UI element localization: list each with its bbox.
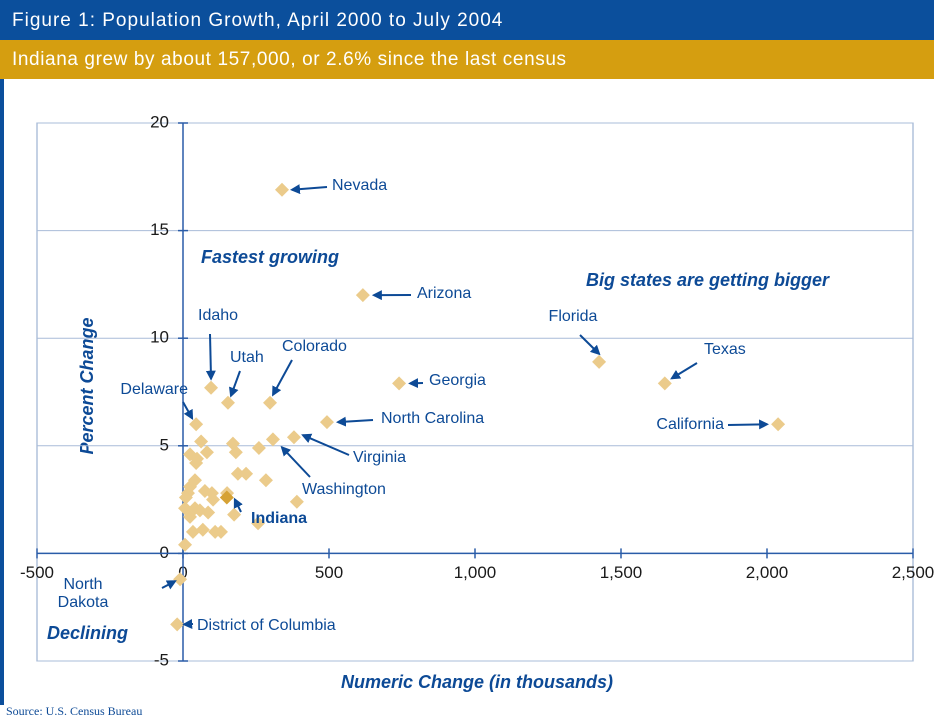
- point: [228, 445, 243, 460]
- x-tick-label: 2,500: [892, 563, 934, 582]
- point: [206, 492, 221, 507]
- point: [289, 494, 304, 509]
- point-label: Utah: [230, 349, 264, 366]
- point-label: Virginia: [353, 449, 406, 466]
- chart-title: Figure 1: Population Growth, April 2000 …: [12, 10, 503, 31]
- point-label: Nevada: [332, 177, 387, 194]
- point: [201, 505, 216, 520]
- y-tick-label: 5: [160, 435, 169, 454]
- y-axis-label: Percent Change: [77, 317, 97, 454]
- point: [239, 466, 254, 481]
- point: [319, 415, 334, 430]
- point-label: Indiana: [251, 510, 307, 527]
- label-arrow: [727, 419, 770, 430]
- point: [194, 434, 209, 449]
- point-label: Arizona: [417, 285, 471, 302]
- point: [265, 432, 280, 447]
- point-label: Washington: [302, 481, 386, 498]
- point: [220, 395, 235, 410]
- point: [185, 524, 200, 539]
- point: [286, 430, 301, 445]
- label-arrow: [289, 184, 328, 195]
- label-line: Dakota: [58, 594, 109, 611]
- point-label: Georgia: [429, 372, 486, 389]
- y-tick-label: 20: [150, 112, 169, 131]
- point-label: Delaware: [120, 381, 188, 398]
- point: [355, 288, 370, 303]
- point: [219, 490, 234, 505]
- point: [189, 417, 204, 432]
- annotation: Fastest growing: [201, 247, 339, 267]
- point: [771, 417, 786, 432]
- point: [227, 507, 242, 522]
- label-arrow: [301, 433, 350, 456]
- subtitle-bar: [0, 40, 934, 79]
- point-label: Colorado: [282, 338, 347, 355]
- x-tick-label: -500: [20, 563, 54, 582]
- label-arrow: [670, 362, 698, 380]
- label-arrow: [161, 580, 177, 590]
- point: [230, 466, 245, 481]
- frame-left: [0, 79, 4, 705]
- source: Source: U.S. Census Bureau: [6, 704, 142, 718]
- y-tick-label: 10: [150, 328, 169, 347]
- x-tick-label: 1,000: [454, 563, 497, 582]
- y-tick-label: -5: [154, 650, 169, 669]
- point: [251, 440, 266, 455]
- point-label: California: [656, 416, 724, 433]
- x-tick-label: 1,500: [600, 563, 643, 582]
- x-tick-label: 500: [315, 563, 343, 582]
- title-bar: [0, 0, 934, 40]
- point: [178, 490, 193, 505]
- label-arrow: [272, 359, 293, 397]
- label-arrow: [579, 334, 601, 356]
- annotation: Declining: [47, 623, 128, 643]
- x-tick-label: 2,000: [746, 563, 789, 582]
- point-label: Idaho: [198, 307, 238, 324]
- point: [189, 456, 204, 471]
- point-label: North Dakota: [58, 576, 109, 611]
- point: [195, 522, 210, 537]
- label-arrow: [229, 370, 241, 398]
- label-arrow: [233, 497, 243, 513]
- point: [199, 445, 214, 460]
- point: [592, 354, 607, 369]
- point: [170, 617, 185, 632]
- point: [657, 376, 672, 391]
- x-axis-label: Numeric Change (in thousands): [341, 672, 613, 692]
- point-label: Florida: [549, 308, 598, 325]
- point: [183, 509, 198, 524]
- label-arrow: [182, 401, 194, 421]
- chart-subtitle: Indiana grew by about 157,000, or 2.6% s…: [12, 49, 567, 70]
- point: [204, 380, 219, 395]
- annotation: Big states are getting bigger: [586, 270, 830, 290]
- y-tick-label: 15: [150, 220, 169, 239]
- point: [178, 537, 193, 552]
- point: [392, 376, 407, 391]
- label-arrow: [280, 445, 311, 478]
- point-label: North Carolina: [381, 410, 484, 427]
- point: [251, 516, 266, 531]
- label-line: North: [63, 576, 102, 593]
- point-label: Texas: [704, 341, 746, 358]
- label-arrow: [205, 333, 216, 381]
- point: [213, 524, 228, 539]
- point-label: District of Columbia: [197, 617, 336, 634]
- label-arrow: [335, 416, 374, 427]
- point: [263, 395, 278, 410]
- point: [258, 473, 273, 488]
- point: [274, 182, 289, 197]
- y-tick-label: 0: [160, 543, 169, 562]
